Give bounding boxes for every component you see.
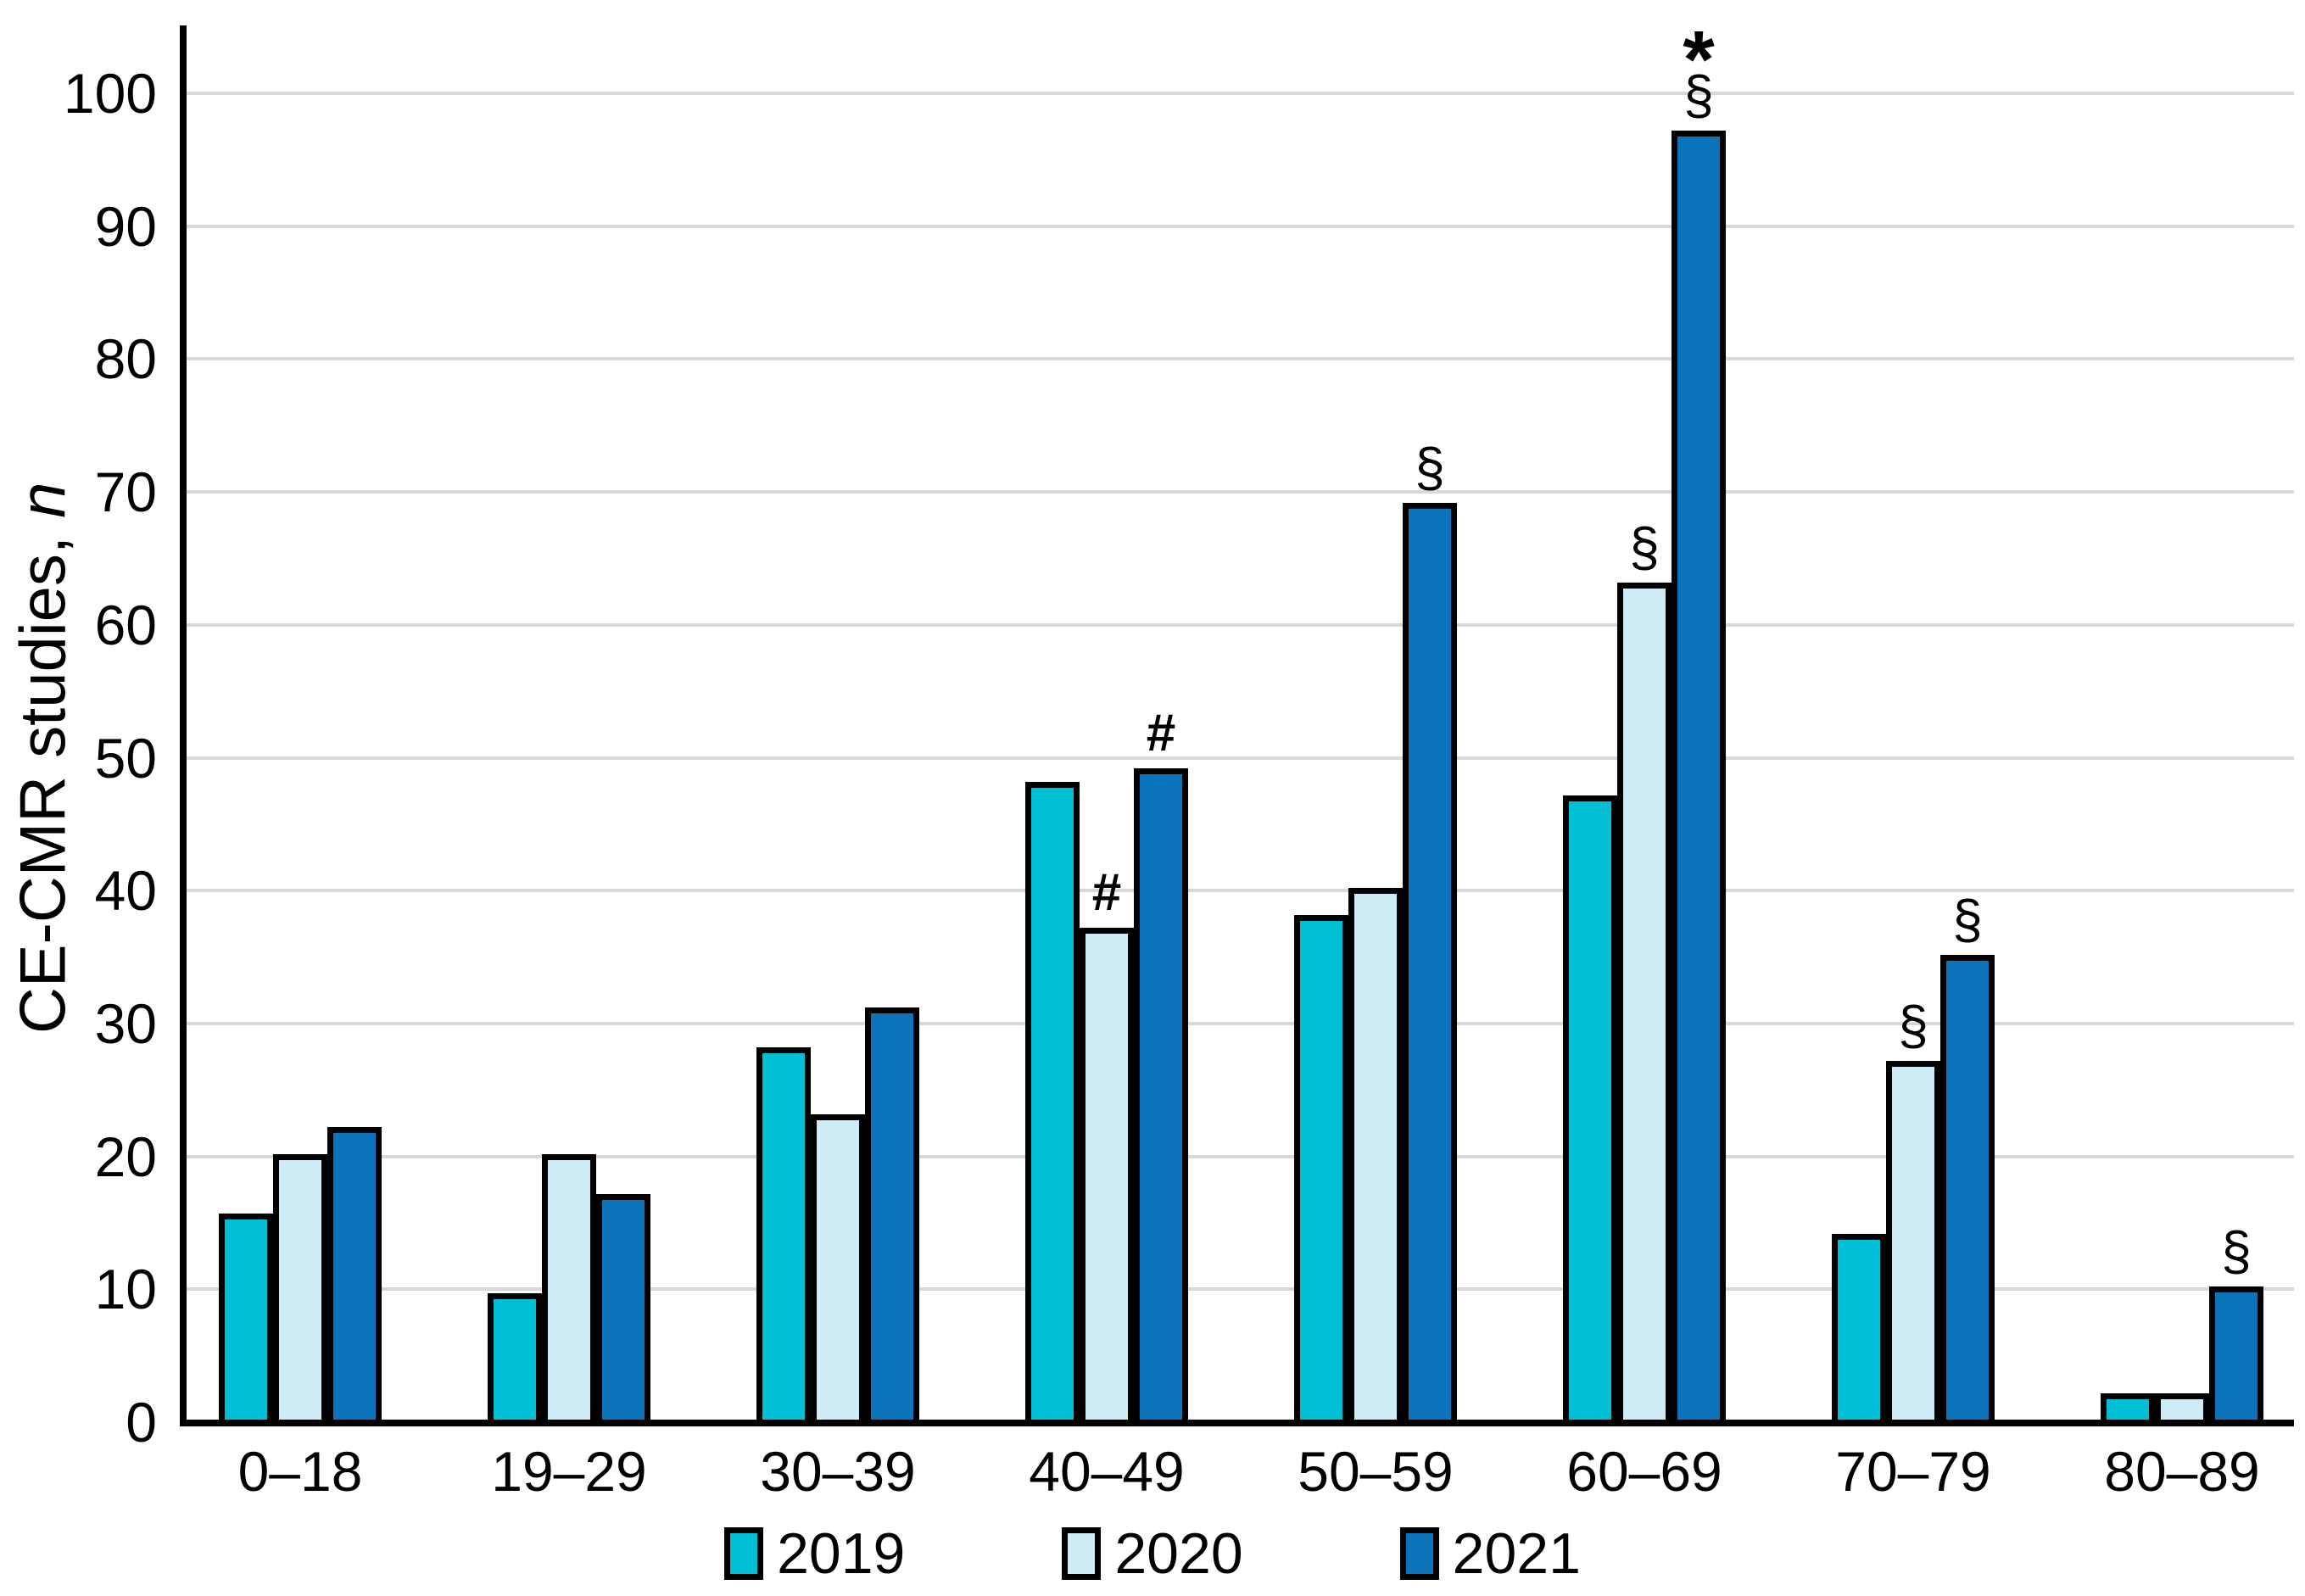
y-tick-label-70: 70 [94, 460, 157, 524]
y-tick-label-60: 60 [94, 593, 157, 656]
annotation-hash: # [1146, 704, 1176, 762]
bar-2019-19–29 [488, 1293, 542, 1426]
bar-2021-30–39 [865, 1007, 919, 1426]
annotation-star: * [1683, 16, 1715, 65]
y-tick-label-30: 30 [94, 991, 157, 1055]
annotation-section: § [1629, 516, 1660, 578]
legend-swatch-2021 [1399, 1527, 1439, 1580]
y-tick-label-50: 50 [94, 726, 157, 790]
y-tick-label-40: 40 [94, 859, 157, 923]
annotation-section: § [2221, 1220, 2252, 1281]
bar-2019-40–49 [1025, 782, 1080, 1426]
x-category-label-19–29: 19–29 [491, 1440, 647, 1503]
y-tick-label-20: 20 [94, 1124, 157, 1188]
bar-2021-40–49 [1134, 768, 1188, 1426]
legend-label-2020: 2020 [1114, 1521, 1243, 1586]
gridline-90 [184, 224, 2294, 228]
bar-2021-70–79 [1940, 955, 1995, 1426]
bar-2019-30–39 [756, 1047, 811, 1426]
bar-2019-70–79 [1832, 1234, 1886, 1426]
x-category-label-50–59: 50–59 [1298, 1440, 1454, 1503]
x-category-label-40–49: 40–49 [1029, 1440, 1185, 1503]
gridline-40 [184, 889, 2294, 893]
legend-swatch-2020 [1062, 1527, 1102, 1580]
gridline-100 [184, 92, 2294, 95]
annotation-hash: # [1091, 863, 1122, 922]
y-tick-label-0: 0 [126, 1391, 157, 1454]
y-tick-label-80: 80 [94, 327, 157, 391]
gridline-30 [184, 1021, 2294, 1025]
legend-label-2019: 2019 [777, 1521, 906, 1586]
gridline-10 [184, 1287, 2294, 1292]
legend: 2019 2020 2021 [0, 1525, 2305, 1582]
legend-item-2020: 2020 [1062, 1521, 1243, 1586]
y-tick-label-10: 10 [94, 1258, 157, 1321]
y-axis-line [180, 25, 187, 1426]
legend-label-2021: 2021 [1452, 1521, 1581, 1586]
annotation-section: § [1415, 437, 1445, 498]
x-category-label-80–89: 80–89 [2104, 1440, 2260, 1503]
gridline-80 [184, 357, 2294, 361]
bar-2019-0–18 [219, 1214, 273, 1426]
gridline-60 [184, 622, 2294, 627]
annotation-section: § [1952, 889, 1983, 950]
y-tick-label-100: 100 [63, 62, 157, 125]
bar-2021-50–59 [1403, 503, 1457, 1426]
x-category-label-0–18: 0–18 [237, 1440, 363, 1503]
x-category-label-30–39: 30–39 [760, 1440, 916, 1503]
bar-2021-0–18 [327, 1127, 382, 1426]
bar-2021-19–29 [596, 1194, 650, 1426]
bar-2020-50–59 [1348, 888, 1403, 1426]
gridline-70 [184, 490, 2294, 494]
annotation-section: § [1683, 64, 1714, 126]
bar-2020-0–18 [273, 1154, 327, 1426]
bar-2020-30–39 [811, 1114, 865, 1426]
annotation-section: § [1898, 995, 1928, 1056]
bar-2020-70–79 [1886, 1061, 1940, 1426]
bar-2019-60–69 [1563, 795, 1617, 1426]
legend-item-2021: 2021 [1399, 1521, 1581, 1586]
bar-2019-50–59 [1294, 915, 1348, 1426]
x-category-label-60–69: 60–69 [1566, 1440, 1722, 1503]
bar-2021-60–69 [1672, 131, 1726, 1426]
gridline-20 [184, 1154, 2294, 1158]
legend-item-2019: 2019 [724, 1525, 905, 1582]
bar-2021-80–89 [2209, 1286, 2263, 1426]
bar-2020-60–69 [1617, 583, 1672, 1426]
bar-2020-19–29 [542, 1154, 596, 1426]
legend-swatch-2019 [724, 1527, 764, 1580]
gridline-50 [184, 756, 2294, 760]
x-axis-line [180, 1420, 2294, 1426]
x-category-label-70–79: 70–79 [1835, 1440, 1991, 1503]
bar-2020-40–49 [1080, 928, 1134, 1426]
y-tick-label-90: 90 [94, 194, 157, 258]
